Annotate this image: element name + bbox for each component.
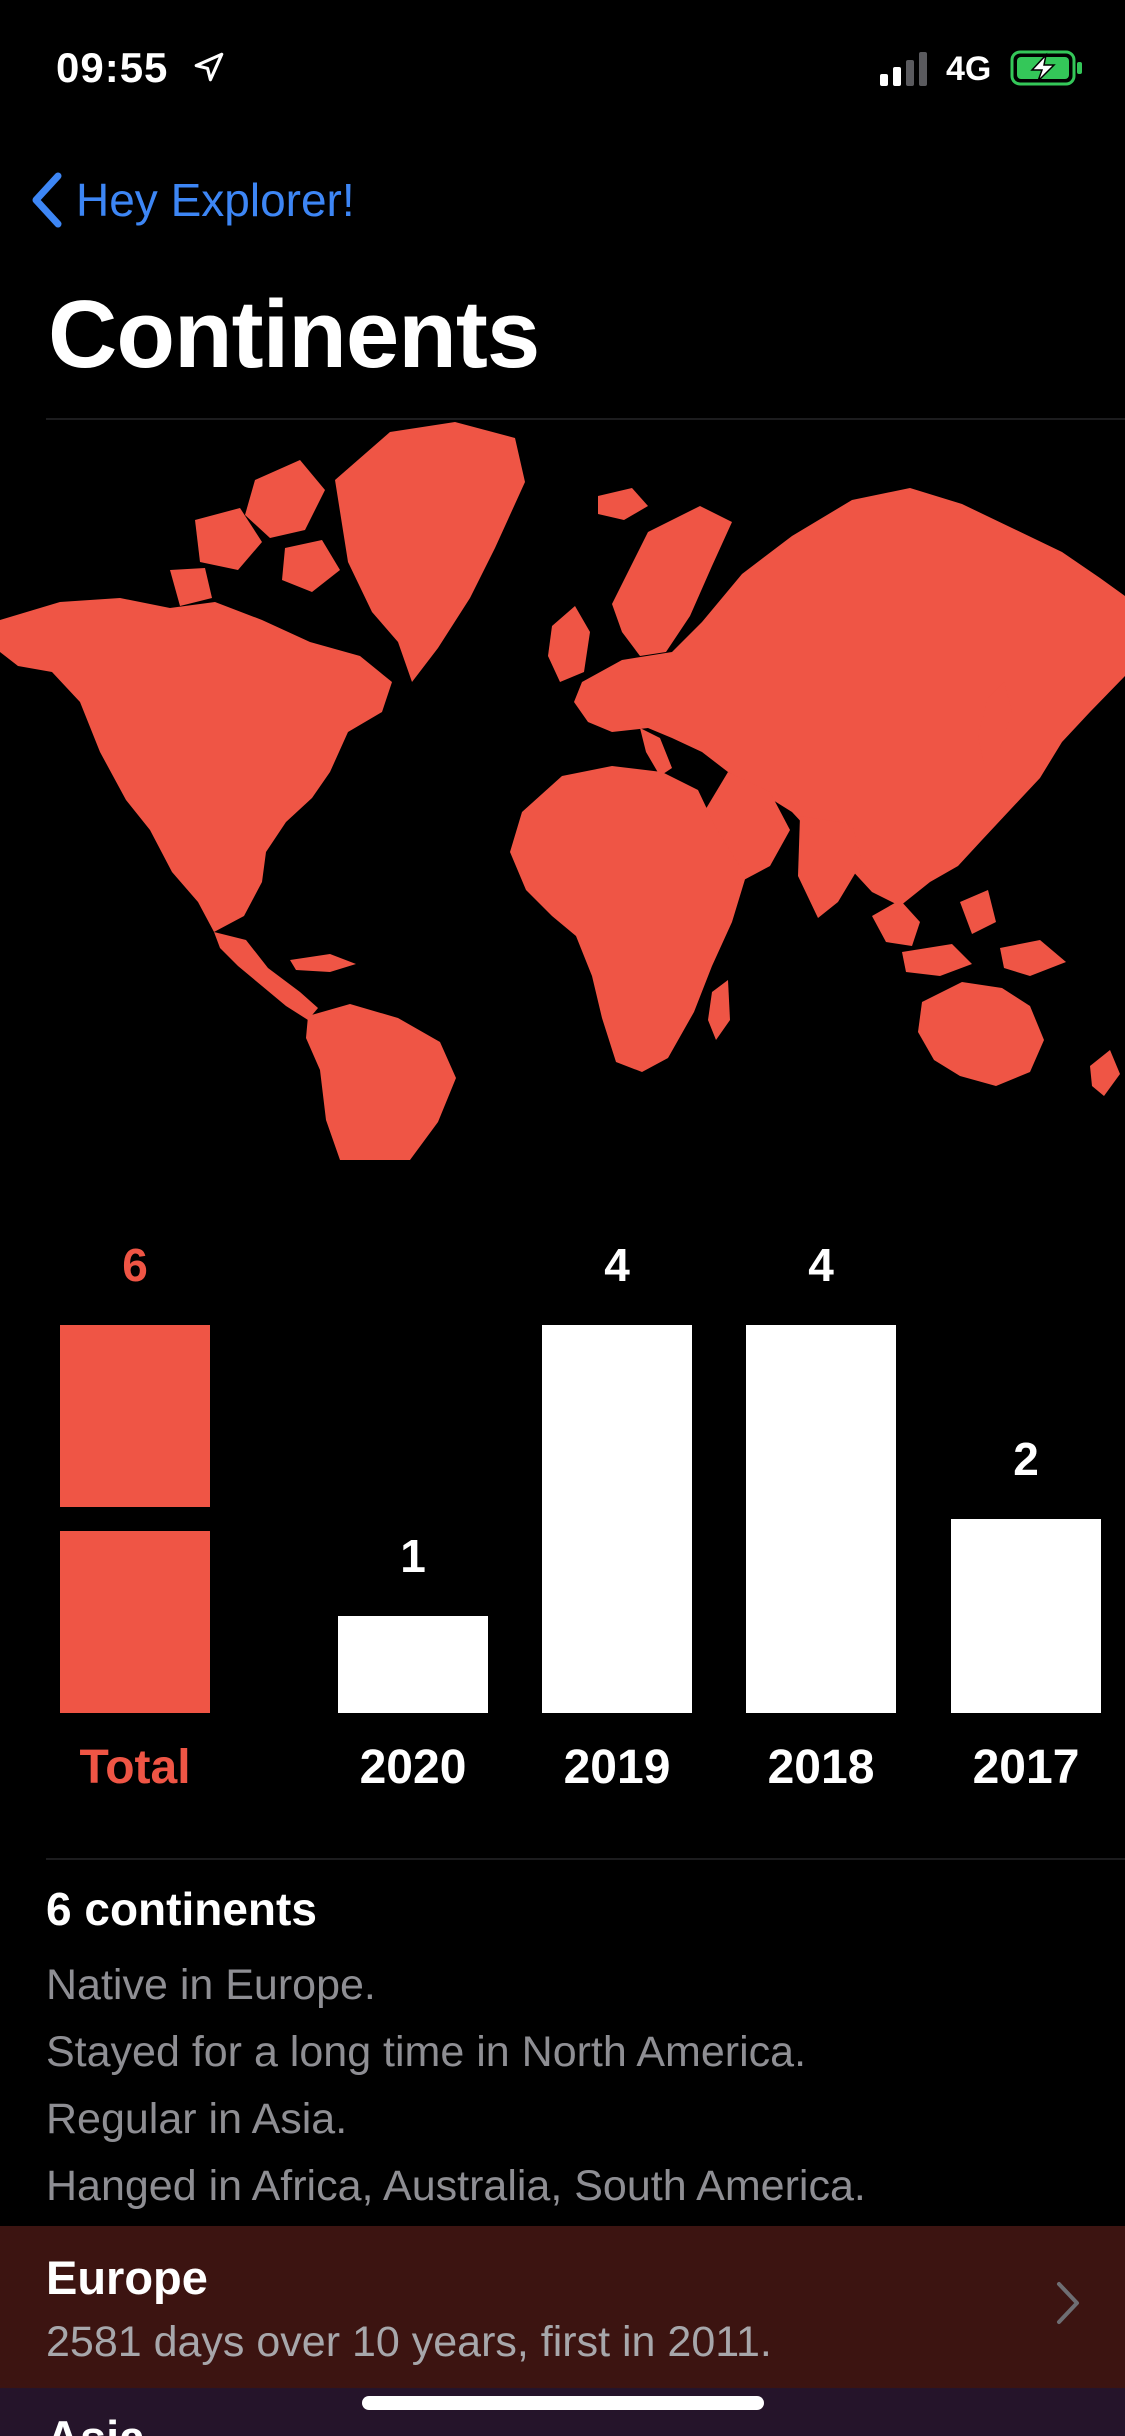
summary-line: Stayed for a long time in North America.	[46, 2028, 807, 2076]
cellular-signal-icon	[880, 52, 927, 86]
list-item-europe[interactable]: Europe 2581 days over 10 years, first in…	[0, 2226, 1125, 2388]
bar-category-label: 2020	[360, 1741, 467, 1794]
page-title: Continents	[48, 281, 540, 388]
bar-value-label: 4	[604, 1239, 630, 1291]
bar-value-label: 6	[122, 1239, 148, 1291]
network-type: 4G	[946, 50, 992, 88]
back-button[interactable]: Hey Explorer!	[26, 168, 355, 232]
summary-title: 6 continents	[46, 1883, 317, 1935]
bar-chart: 6 Total 1 2020 4 2019 4 2018 2 2017	[60, 1239, 1101, 1794]
bar-value-label: 4	[808, 1239, 834, 1291]
bar-total-segment	[60, 1531, 210, 1713]
back-button-label: Hey Explorer!	[76, 174, 355, 226]
bar-value-label: 2	[1013, 1433, 1039, 1485]
list-item-title: Asia	[46, 2410, 145, 2436]
bar-2018	[746, 1325, 896, 1713]
divider-top	[46, 418, 1125, 420]
list-item-subtitle: 2581 days over 10 years, first in 2011.	[46, 2318, 772, 2366]
battery-charging-icon	[1010, 50, 1082, 86]
bar-2019	[542, 1325, 692, 1713]
list-item-title: Europe	[46, 2251, 208, 2304]
location-arrow-icon	[194, 52, 224, 82]
summary-line: Regular in Asia.	[46, 2095, 348, 2143]
chevron-right-icon	[1057, 2282, 1079, 2324]
summary: 6 continents Native in Europe. Stayed fo…	[46, 1882, 1106, 2220]
status-bar: 09:55 4G	[0, 0, 1125, 140]
bar-category-label: 2018	[768, 1741, 875, 1794]
bar-category-label: 2019	[564, 1741, 671, 1794]
bar-category-label: Total	[79, 1741, 190, 1794]
status-time: 09:55	[56, 44, 169, 91]
bar-total-segment	[60, 1325, 210, 1507]
summary-line: Native in Europe.	[46, 1961, 376, 2009]
bar-category-label: 2017	[973, 1741, 1080, 1794]
world-map	[0, 422, 1125, 1160]
bar-2020	[338, 1616, 488, 1713]
home-indicator	[362, 2396, 764, 2410]
bar-2017	[951, 1519, 1101, 1713]
divider-bottom	[46, 1858, 1125, 1860]
chevron-left-icon	[32, 172, 62, 228]
bar-value-label: 1	[400, 1530, 426, 1582]
summary-line: Hanged in Africa, Australia, South Ameri…	[46, 2162, 866, 2210]
